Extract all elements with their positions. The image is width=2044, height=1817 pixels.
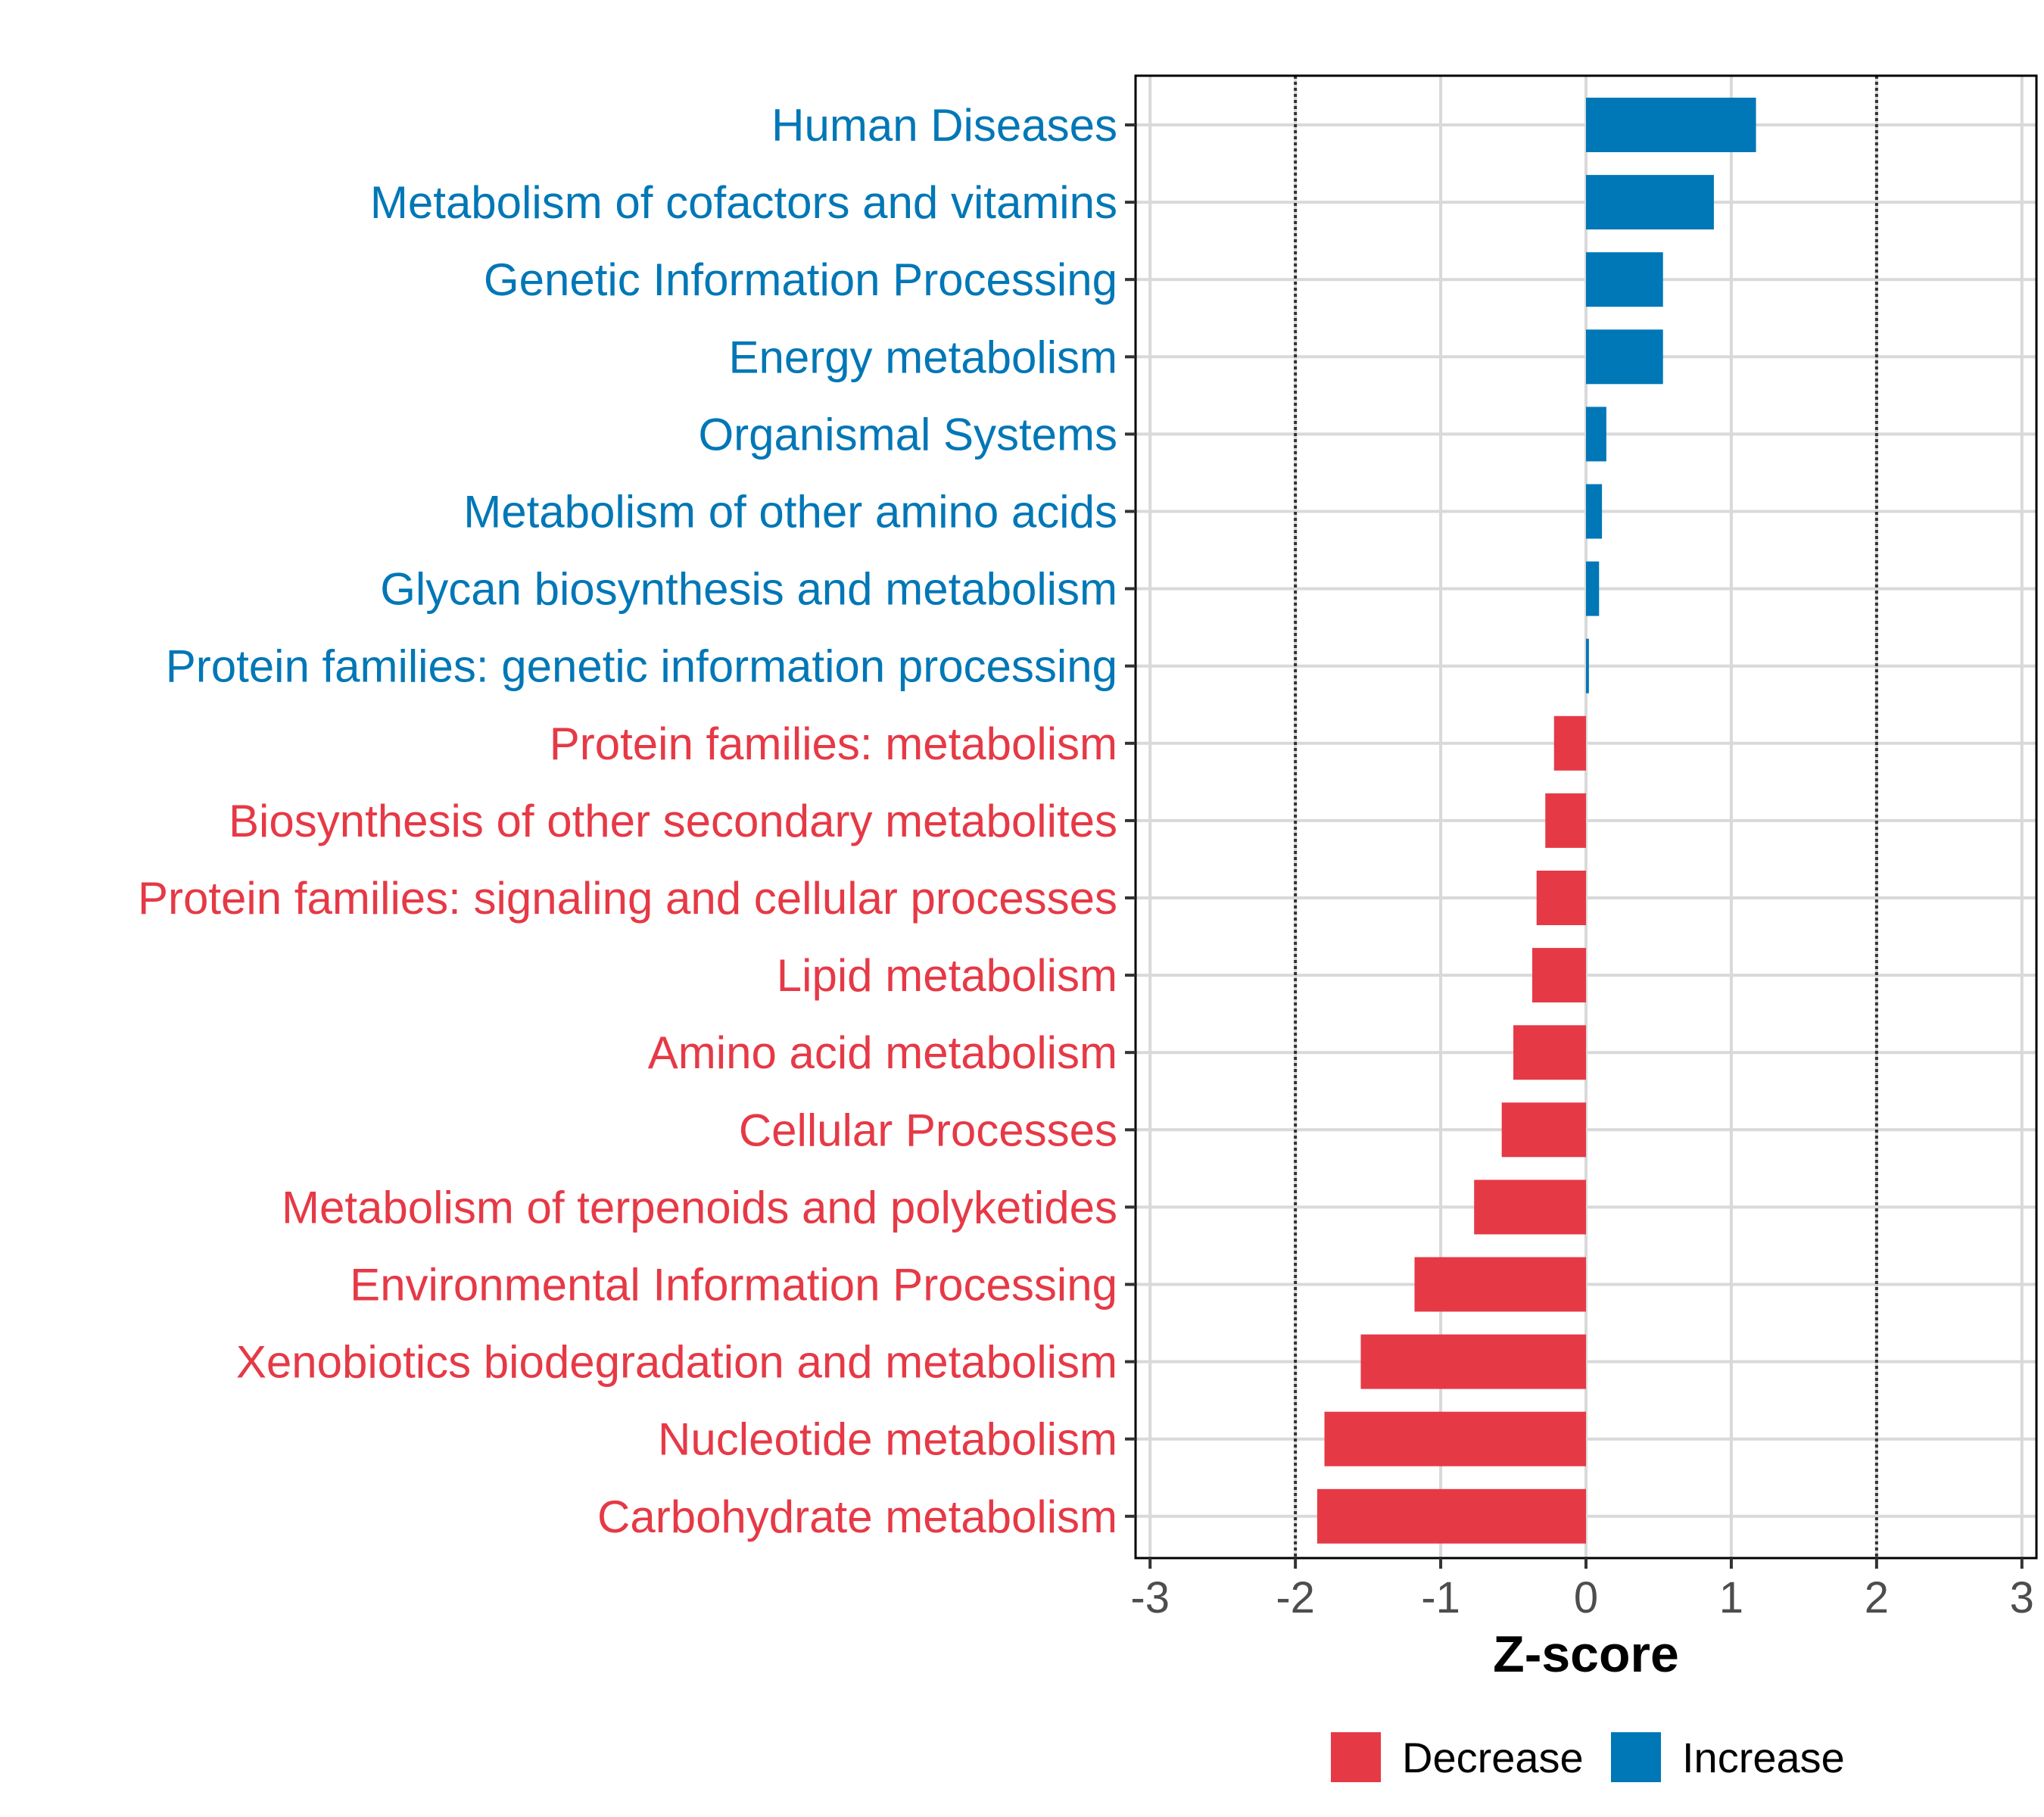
x-tick-label-3: 0 [1574, 1573, 1598, 1622]
category-label-4: Energy metabolism [728, 332, 1117, 382]
bar-17 [1360, 1334, 1586, 1389]
category-label-16: Environmental Information Processing [350, 1260, 1117, 1311]
category-label-8: Protein families: genetic information pr… [166, 641, 1117, 692]
bar-5 [1586, 407, 1606, 462]
legend-swatch-increase [1611, 1732, 1661, 1782]
category-label-17: Xenobiotics biodegradation and metabolis… [236, 1337, 1117, 1388]
x-tick-label-0: -3 [1130, 1573, 1170, 1622]
bar-9 [1553, 715, 1586, 771]
category-label-7: Glycan biosynthesis and metabolism [380, 564, 1117, 615]
x-tick-label-5: 2 [1865, 1573, 1889, 1622]
reference-lines [1294, 76, 1878, 1558]
category-label-15: Metabolism of terpenoids and polyketides [282, 1182, 1117, 1233]
x-axis-ticks: -3 -2 -1 0 1 2 3 [1130, 1558, 2034, 1622]
legend-label-increase: Increase [1682, 1734, 1845, 1781]
category-label-3: Genetic Information Processing [484, 254, 1117, 305]
category-label-2: Metabolism of cofactors and vitamins [370, 177, 1117, 228]
bar-8 [1586, 638, 1589, 693]
bar-11 [1536, 871, 1586, 925]
bars [1316, 98, 1756, 1544]
bar-18 [1324, 1411, 1586, 1466]
category-label-9: Protein families: metabolism [550, 718, 1117, 769]
category-label-19: Carbohydrate metabolism [597, 1491, 1117, 1542]
category-label-1: Human Diseases [771, 100, 1117, 151]
x-tick-label-6: 3 [2010, 1573, 2034, 1622]
bar-14 [1501, 1102, 1586, 1158]
category-label-11: Protein families: signaling and cellular… [138, 873, 1117, 924]
bar-12 [1531, 948, 1586, 1003]
category-label-10: Biosynthesis of other secondary metaboli… [229, 796, 1117, 846]
x-tick-label-1: -2 [1276, 1573, 1315, 1622]
category-label-6: Metabolism of other amino acids [463, 487, 1117, 538]
bar-7 [1586, 561, 1600, 616]
legend-swatch-decrease [1331, 1732, 1381, 1782]
bar-10 [1545, 793, 1586, 848]
bar-3 [1586, 252, 1663, 307]
legend-label-decrease: Decrease [1402, 1734, 1584, 1781]
bar-16 [1414, 1257, 1586, 1312]
y-axis-labels: Human Diseases Metabolism of cofactors an… [138, 100, 1117, 1542]
bar-6 [1586, 484, 1603, 539]
bar-15 [1474, 1180, 1586, 1235]
bar-1 [1586, 98, 1756, 152]
y-axis-ticks [1125, 123, 1136, 1518]
category-label-13: Amino acid metabolism [648, 1027, 1117, 1078]
bar-13 [1513, 1025, 1586, 1080]
category-label-5: Organismal Systems [699, 409, 1117, 460]
legend: Decrease Increase [1331, 1732, 1845, 1782]
category-label-14: Cellular Processes [739, 1105, 1117, 1155]
category-label-12: Lipid metabolism [777, 950, 1117, 1001]
bar-4 [1586, 329, 1663, 385]
bar-2 [1586, 175, 1714, 230]
x-tick-label-2: -1 [1421, 1573, 1460, 1622]
x-tick-label-4: 1 [1719, 1573, 1743, 1622]
category-label-18: Nucleotide metabolism [658, 1414, 1117, 1465]
x-axis-title: Z-score [1493, 1625, 1679, 1683]
bar-19 [1316, 1488, 1586, 1544]
